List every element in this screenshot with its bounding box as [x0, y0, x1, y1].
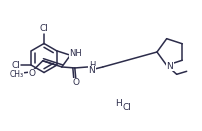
Text: N: N	[166, 62, 173, 71]
Text: Cl: Cl	[123, 103, 132, 113]
Text: O: O	[28, 69, 35, 78]
Text: NH: NH	[69, 49, 82, 58]
Text: H: H	[89, 61, 95, 70]
Text: H: H	[115, 99, 121, 108]
Text: CH₃: CH₃	[10, 70, 24, 79]
Text: Cl: Cl	[40, 24, 48, 33]
Text: O: O	[72, 78, 79, 88]
Text: N: N	[88, 66, 95, 75]
Text: Cl: Cl	[11, 61, 20, 70]
